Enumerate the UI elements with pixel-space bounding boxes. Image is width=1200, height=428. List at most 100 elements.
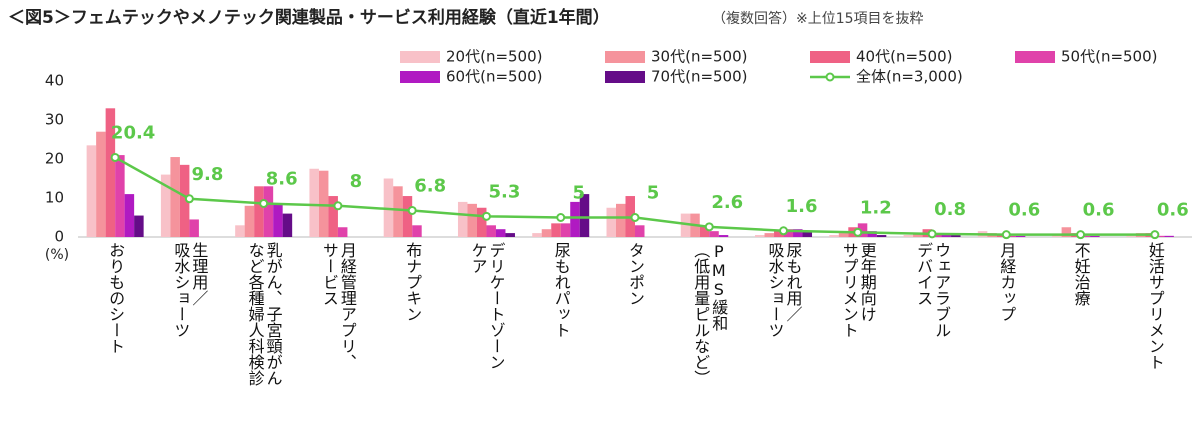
bar <box>402 196 413 237</box>
bar <box>867 231 877 237</box>
x-tick-label: おりものシート <box>106 242 126 354</box>
data-label: 1.6 <box>786 196 818 217</box>
bar <box>1052 235 1062 237</box>
y-axis-label: (%) <box>45 247 69 263</box>
bar <box>1061 227 1072 237</box>
line-point <box>704 222 714 232</box>
legend-swatch <box>400 71 440 83</box>
bar <box>616 203 626 237</box>
bar <box>606 207 616 237</box>
bar <box>680 213 691 237</box>
legend-swatch <box>400 51 440 63</box>
bar <box>1090 235 1100 237</box>
bar <box>412 225 422 237</box>
bar <box>857 223 868 237</box>
data-label: 2.6 <box>711 192 743 213</box>
bar <box>764 233 775 237</box>
line-point <box>630 213 640 222</box>
line-point <box>1001 230 1011 240</box>
data-label: 0.6 <box>1083 200 1115 221</box>
bar <box>263 186 274 237</box>
x-tick-label: PMS緩和 （低用量ピルなど） <box>691 242 729 386</box>
bar <box>467 203 477 237</box>
line-point <box>184 194 194 204</box>
legend-swatch <box>1015 51 1055 63</box>
bar <box>699 225 710 237</box>
x-tick-label: 布ナプキン <box>403 242 423 322</box>
x-tick-label: 更年期向け サプリメント <box>839 242 877 338</box>
x-tick-label: 生理用／ 吸水ショーツ <box>171 242 209 338</box>
bar <box>189 219 199 237</box>
line-point <box>556 213 566 222</box>
x-tick-label: 月経カップ <box>997 242 1017 322</box>
bar <box>179 164 190 237</box>
line-point <box>853 227 863 237</box>
bar <box>505 233 515 237</box>
bar <box>86 145 97 237</box>
x-tick-label: 尿もれパット <box>551 242 571 338</box>
bar <box>541 229 552 237</box>
bar <box>829 235 839 237</box>
bar <box>96 131 106 237</box>
bar <box>903 235 914 237</box>
bar <box>282 213 293 237</box>
bar <box>124 194 135 237</box>
bar <box>457 201 468 237</box>
legend-label: 50代(n=500) <box>1061 48 1158 66</box>
data-label: 0.6 <box>1008 200 1040 221</box>
line-point <box>110 152 120 162</box>
bar <box>1006 235 1016 237</box>
chart-title: ＜図5＞フェムテックやメノテック関連製品・サービス利用経験（直近1年間） <box>8 7 610 28</box>
y-tick-label: 10 <box>45 189 64 207</box>
bar <box>328 196 338 237</box>
x-tick-label: 月経管理アプリ、 サービス <box>319 242 357 370</box>
legend-label: 全体(n=3,000) <box>856 68 963 86</box>
bar <box>1164 235 1174 237</box>
line-point <box>259 198 269 208</box>
bar <box>170 157 180 237</box>
y-tick-label: 40 <box>45 72 64 90</box>
bar <box>774 231 784 237</box>
legend-label: 20代(n=500) <box>446 48 543 66</box>
bar <box>476 207 487 237</box>
data-label: 1.2 <box>860 197 892 218</box>
line-point <box>927 229 937 239</box>
bar <box>802 231 813 237</box>
x-tick-label: 尿もれ用／ 吸水ショーツ <box>765 242 803 338</box>
bar <box>1126 235 1136 237</box>
x-tick-label: 不妊治療 <box>1071 242 1091 306</box>
y-tick-label: 30 <box>45 111 64 129</box>
line-point <box>481 211 491 221</box>
bar <box>838 233 849 237</box>
bar <box>486 225 496 237</box>
bar <box>337 227 348 237</box>
bar <box>793 229 803 237</box>
legend-swatch <box>825 72 835 82</box>
line-point <box>1076 230 1086 240</box>
bar <box>570 201 580 237</box>
line-point <box>1150 230 1160 240</box>
line-point <box>333 201 343 211</box>
bar <box>1154 235 1165 237</box>
x-tick-label: 乳がん、子宮頸がん など各種婦人科検診 <box>245 242 283 386</box>
bar <box>134 215 144 237</box>
data-label: 6.8 <box>414 175 446 196</box>
bar <box>876 235 887 237</box>
data-label: 8 <box>350 171 363 192</box>
bar <box>115 155 125 237</box>
bar <box>951 235 961 237</box>
data-label: 5 <box>647 183 660 204</box>
line-point <box>779 226 789 236</box>
bar <box>579 194 590 237</box>
x-tick-label: ウェアラブル デバイス <box>914 242 952 338</box>
bar <box>244 205 255 237</box>
bar <box>1080 235 1091 237</box>
bar <box>755 235 765 237</box>
x-tick-label: デリケートゾーン ケア <box>468 242 506 370</box>
legend-swatch <box>810 51 850 63</box>
x-tick-label: 妊活サプリメント <box>1145 242 1165 370</box>
legend-label: 70代(n=500) <box>651 68 748 86</box>
bar <box>318 170 329 237</box>
bar <box>560 223 571 237</box>
